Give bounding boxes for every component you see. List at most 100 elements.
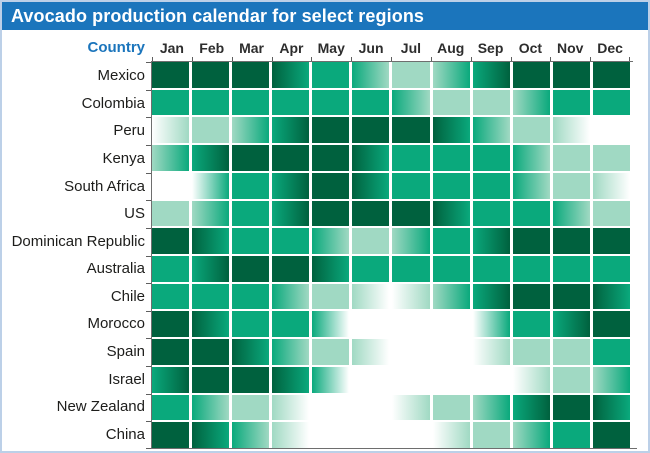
heatmap-cell: [592, 311, 630, 338]
heatmap-cell: [192, 228, 230, 254]
heatmap-cell: [432, 422, 470, 448]
heatmap-cell: [192, 200, 230, 227]
heatmap-cell: [592, 422, 630, 448]
heatmap-cell: [192, 394, 230, 421]
heatmap-cell: [152, 339, 190, 365]
heatmap-cell: [152, 89, 190, 116]
heatmap-cell: [192, 255, 230, 282]
heatmap-cell: [232, 422, 270, 448]
heatmap-cell: [512, 339, 550, 365]
heatmap-cell: [432, 339, 470, 365]
heatmap-cell: [552, 62, 590, 88]
heatmap-cell: [592, 62, 630, 88]
heatmap-cell: [352, 283, 390, 310]
heatmap-cell: [432, 394, 470, 421]
axis-tick: [231, 57, 233, 62]
heatmap-cell: [432, 145, 470, 171]
heatmap-cell: [192, 422, 230, 448]
axis-tick: [146, 393, 151, 395]
country-column-header: Country: [87, 39, 146, 56]
heatmap-cell: [352, 89, 390, 116]
country-label: New Zealand: [56, 398, 145, 416]
heatmap-cell: [552, 200, 590, 227]
axis-tick: [146, 338, 151, 340]
heatmap-cell: [552, 339, 590, 365]
heatmap-cell: [352, 62, 390, 88]
axis-tick: [152, 57, 153, 62]
top-axis-ticks: [152, 57, 630, 62]
heatmap-cell: [272, 145, 310, 171]
heatmap-cell: [392, 62, 430, 88]
axis-tick: [146, 448, 151, 449]
heatmap-cell: [152, 394, 190, 421]
heatmap-cell: [512, 172, 550, 199]
heatmap-cell: [232, 172, 270, 199]
heatmap-cell: [472, 255, 510, 282]
heatmap-cell: [392, 422, 430, 448]
heatmap-cell: [592, 255, 630, 282]
heatmap-cell: [232, 62, 270, 88]
heatmap-cell: [472, 117, 510, 144]
axis-tick: [590, 57, 592, 62]
heatmap-cell: [512, 283, 550, 310]
heatmap-cell: [272, 311, 310, 338]
heatmap-cell: [392, 117, 430, 144]
heatmap-cell: [512, 228, 550, 254]
heatmap-cell: [352, 200, 390, 227]
country-label: Australia: [86, 260, 145, 278]
axis-tick: [271, 57, 273, 62]
month-label: Jan: [159, 40, 184, 56]
heatmap-cell: [192, 145, 230, 171]
country-label: Spain: [106, 342, 145, 360]
heatmap-cell: [272, 366, 310, 393]
axis-tick: [146, 144, 151, 146]
axis-tick: [430, 57, 432, 62]
heatmap-cell: [552, 117, 590, 144]
heatmap-cell: [472, 145, 510, 171]
heatmap-cell: [352, 255, 390, 282]
axis-tick: [146, 366, 151, 368]
heatmap-cell: [472, 283, 510, 310]
heatmap-cell: [152, 145, 190, 171]
heatmap-cell: [312, 62, 350, 88]
heatmap-cell: [592, 394, 630, 421]
heatmap-cell: [272, 283, 310, 310]
heatmap-cell: [272, 200, 310, 227]
heatmap-cell: [192, 311, 230, 338]
heatmap-cell: [152, 311, 190, 338]
month-label: Aug: [437, 40, 465, 56]
heatmap-cell: [552, 311, 590, 338]
heatmap-cell: [392, 366, 430, 393]
heatmap-cell: [232, 145, 270, 171]
heatmap-cell: [592, 283, 630, 310]
axis-tick: [146, 421, 151, 423]
heatmap-cell: [472, 422, 510, 448]
heatmap-cell: [352, 394, 390, 421]
country-label: Israel: [108, 370, 145, 388]
heatmap-cell: [192, 339, 230, 365]
heatmap-cell: [552, 145, 590, 171]
heatmap-cell: [272, 339, 310, 365]
month-label: Oct: [518, 40, 543, 56]
heatmap-cell: [352, 117, 390, 144]
heatmap-cell: [592, 339, 630, 365]
heatmap-cell: [152, 228, 190, 254]
heatmap-cell: [352, 172, 390, 199]
heatmap-cell: [392, 200, 430, 227]
heatmap-cell: [432, 366, 470, 393]
heatmap-cell: [472, 311, 510, 338]
heatmap-cell: [472, 228, 510, 254]
heatmap-cell: [232, 200, 270, 227]
heatmap-cell: [312, 366, 350, 393]
axis-tick: [146, 89, 151, 91]
heatmap-cell: [152, 422, 190, 448]
heatmap-cell: [392, 89, 430, 116]
heatmap-cell: [392, 228, 430, 254]
month-label: Feb: [199, 40, 225, 56]
heatmap-cell: [552, 89, 590, 116]
heatmap-cell: [472, 62, 510, 88]
country-label: Peru: [113, 122, 145, 140]
heatmap-cell: [232, 311, 270, 338]
heatmap-cell: [432, 89, 470, 116]
